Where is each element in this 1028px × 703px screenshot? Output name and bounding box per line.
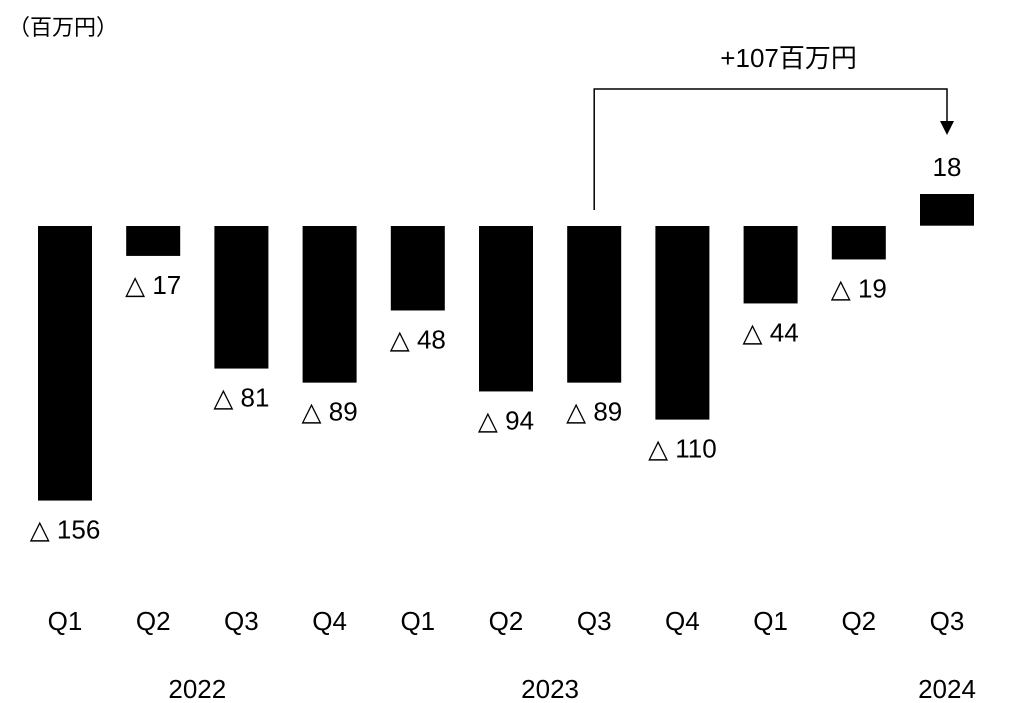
bar-1 [126, 226, 181, 256]
category-label-3: Q4 [312, 606, 347, 636]
value-label-8: △ 44 [743, 317, 799, 347]
bars [38, 194, 974, 501]
category-label-9: Q2 [841, 606, 876, 636]
category-label-6: Q3 [577, 606, 612, 636]
annotation-bracket [593, 88, 948, 210]
value-label-10: 18 [933, 152, 962, 182]
value-label-4: △ 48 [390, 324, 446, 354]
value-label-3: △ 89 [302, 397, 358, 427]
change-annotation: +107百万円 [593, 43, 954, 210]
bar-4 [390, 226, 445, 311]
value-labels: △ 156 △ 17 △ 81 △ 89 △ 48 △ 94 △ 89 △ 110 △ 44 △ … [30, 152, 962, 545]
unit-label: （百万円） [8, 15, 119, 40]
bar-8 [743, 226, 798, 304]
annotation-text: +107百万円 [720, 43, 857, 73]
year-label-2022: 2022 [168, 674, 226, 703]
category-label-7: Q4 [665, 606, 700, 636]
annotation-arrowhead [940, 121, 954, 135]
category-label-10: Q3 [930, 606, 965, 636]
bar-2 [214, 226, 269, 369]
value-label-6: △ 89 [566, 397, 622, 427]
bar-5 [479, 226, 533, 392]
year-label-2023: 2023 [521, 674, 579, 703]
value-label-5: △ 94 [478, 405, 534, 435]
value-label-1: △ 17 [125, 270, 181, 300]
value-label-7: △ 110 [648, 434, 717, 464]
bar-3 [302, 226, 357, 383]
bar-0 [38, 226, 92, 501]
value-label-9: △ 19 [831, 273, 887, 303]
category-label-5: Q2 [489, 606, 524, 636]
year-labels: 2022 2023 2024 [168, 674, 976, 703]
category-label-1: Q2 [136, 606, 171, 636]
value-label-2: △ 81 [213, 383, 269, 413]
category-labels: Q1 Q2 Q3 Q4 Q1 Q2 Q3 Q4 Q1 Q2 Q3 [48, 606, 965, 636]
category-label-8: Q1 [753, 606, 788, 636]
value-label-0: △ 156 [30, 515, 101, 545]
category-label-0: Q1 [48, 606, 83, 636]
bar-6 [567, 226, 622, 383]
category-label-2: Q3 [224, 606, 259, 636]
year-label-2024: 2024 [918, 674, 976, 703]
bar-7 [655, 226, 710, 420]
bar-9 [831, 226, 886, 260]
category-label-4: Q1 [400, 606, 435, 636]
bar-10 [920, 194, 974, 226]
